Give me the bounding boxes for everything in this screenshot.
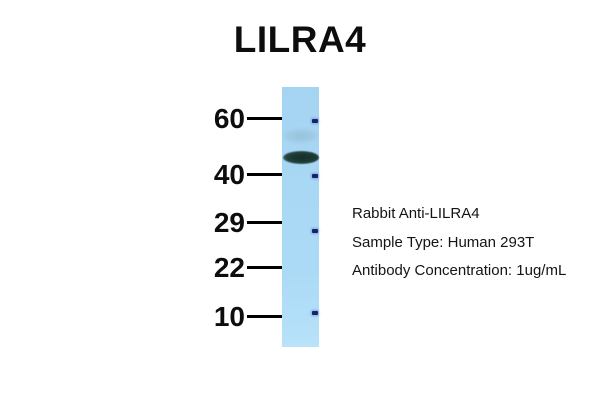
protein-band <box>283 151 319 164</box>
annotation-concentration: Antibody Concentration: 1ug/mL <box>352 262 567 279</box>
calibration-dot <box>312 119 318 123</box>
calibration-dot <box>312 311 318 315</box>
marker-label-10: 10 <box>213 301 245 332</box>
marker-tick-10 <box>247 315 283 318</box>
marker-tick-40 <box>247 173 283 176</box>
faint-smudge <box>284 129 318 143</box>
annotation-sample-type: Sample Type: Human 293T <box>352 233 535 251</box>
marker-label-40: 40 <box>213 159 245 190</box>
blot-lane <box>282 87 319 347</box>
marker-label-60: 60 <box>213 103 245 134</box>
calibration-dot <box>312 174 318 178</box>
calibration-dot <box>312 229 318 233</box>
marker-tick-22 <box>247 266 283 269</box>
annotation-antibody: Rabbit Anti-LILRA4 <box>352 205 480 222</box>
annotation-block: Rabbit Anti-LILRA4 Sample Type: Human 29… <box>352 200 566 286</box>
figure-title: LILRA4 <box>233 19 367 60</box>
marker-label-22: 22 <box>213 252 245 283</box>
marker-tick-60 <box>247 117 283 120</box>
marker-tick-29 <box>247 221 283 224</box>
marker-label-29: 29 <box>213 207 245 238</box>
